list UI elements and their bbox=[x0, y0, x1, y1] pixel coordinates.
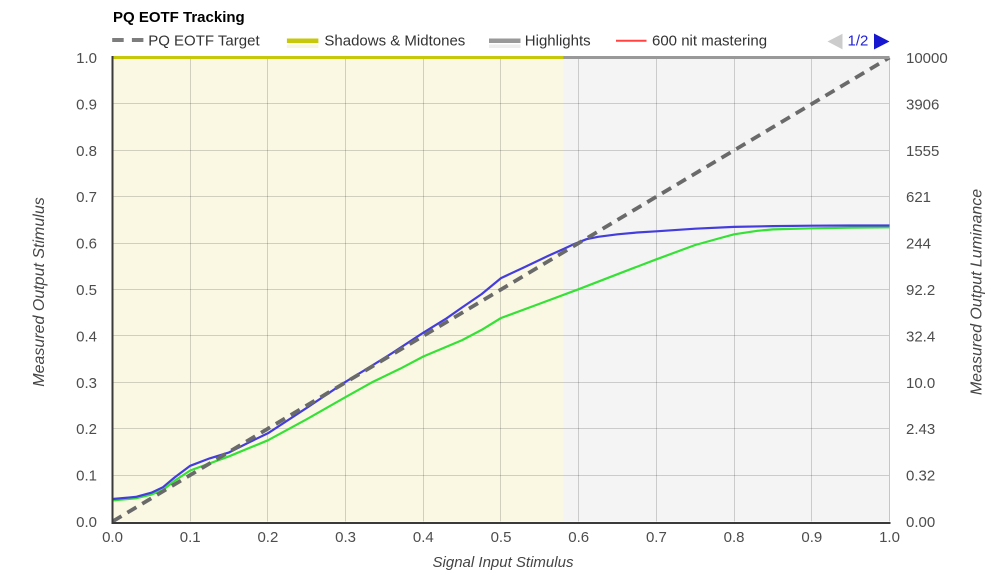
svg-text:0.5: 0.5 bbox=[491, 529, 512, 546]
svg-text:0.1: 0.1 bbox=[76, 468, 97, 485]
svg-text:0.9: 0.9 bbox=[76, 96, 97, 113]
svg-text:244: 244 bbox=[906, 236, 931, 253]
svg-text:0.2: 0.2 bbox=[76, 421, 97, 438]
svg-text:0.7: 0.7 bbox=[646, 529, 667, 546]
svg-text:PQ EOTF Target: PQ EOTF Target bbox=[148, 33, 260, 50]
svg-text:Signal Input Stimulus: Signal Input Stimulus bbox=[433, 554, 574, 571]
svg-text:2.43: 2.43 bbox=[906, 421, 935, 438]
svg-text:Measured Output Luminance: Measured Output Luminance bbox=[969, 189, 986, 395]
svg-text:92.2: 92.2 bbox=[906, 282, 935, 299]
svg-text:1.0: 1.0 bbox=[76, 50, 97, 67]
svg-text:0.4: 0.4 bbox=[76, 328, 97, 345]
svg-text:32.4: 32.4 bbox=[906, 328, 935, 345]
svg-text:0.4: 0.4 bbox=[413, 529, 434, 546]
svg-text:10000: 10000 bbox=[906, 50, 948, 67]
svg-text:0.5: 0.5 bbox=[76, 282, 97, 299]
svg-text:0.6: 0.6 bbox=[568, 529, 589, 546]
svg-text:600 nit mastering: 600 nit mastering bbox=[652, 33, 767, 50]
svg-text:0.9: 0.9 bbox=[801, 529, 822, 546]
svg-text:Measured Output Stimulus: Measured Output Stimulus bbox=[31, 197, 48, 386]
svg-text:0.1: 0.1 bbox=[180, 529, 201, 546]
svg-text:0.8: 0.8 bbox=[724, 529, 745, 546]
svg-text:1.0: 1.0 bbox=[879, 529, 900, 546]
svg-text:3906: 3906 bbox=[906, 96, 939, 113]
svg-text:0.00: 0.00 bbox=[906, 514, 935, 531]
svg-text:621: 621 bbox=[906, 189, 931, 206]
svg-text:10.0: 10.0 bbox=[906, 375, 935, 392]
svg-text:0.3: 0.3 bbox=[335, 529, 356, 546]
svg-text:0.3: 0.3 bbox=[76, 375, 97, 392]
svg-text:Highlights: Highlights bbox=[525, 33, 591, 50]
svg-text:0.6: 0.6 bbox=[76, 236, 97, 253]
svg-text:1/2: 1/2 bbox=[848, 33, 869, 50]
svg-text:Shadows & Midtones: Shadows & Midtones bbox=[324, 33, 465, 50]
svg-text:PQ EOTF Tracking: PQ EOTF Tracking bbox=[113, 9, 245, 26]
svg-text:1555: 1555 bbox=[906, 143, 939, 160]
svg-text:0.8: 0.8 bbox=[76, 143, 97, 160]
svg-text:0.0: 0.0 bbox=[102, 529, 123, 546]
svg-text:0.32: 0.32 bbox=[906, 468, 935, 485]
svg-text:0.2: 0.2 bbox=[257, 529, 278, 546]
svg-text:0.0: 0.0 bbox=[76, 514, 97, 531]
svg-text:0.7: 0.7 bbox=[76, 189, 97, 206]
